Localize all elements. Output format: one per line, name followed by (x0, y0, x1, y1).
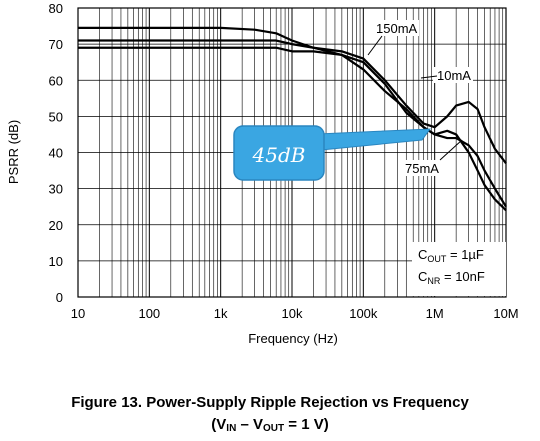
x-tick-label: 100k (349, 306, 378, 321)
cnr-label: CNR = 10nF (418, 269, 485, 286)
figure-caption-title: Figure 13. Power-Supply Ripple Rejection… (71, 394, 469, 411)
y-tick-label: 80 (49, 1, 63, 16)
label-10ma-text: 10mA (437, 68, 471, 83)
callout-45db: 45dB (233, 125, 432, 181)
x-tick-label: 10 (71, 306, 85, 321)
label-150ma: 150mA (367, 20, 419, 56)
tick-labels: 10 100 1k 10k 100k 1M 10M 0 10 20 30 40 50 60 70 80 (49, 1, 519, 321)
y-tick-label: 50 (49, 109, 63, 124)
y-axis-label: PSRR (dB) (6, 120, 21, 184)
x-tick-label: 100 (138, 306, 160, 321)
y-tick-label: 10 (49, 254, 63, 269)
label-75ma: 75mA (402, 139, 463, 176)
y-tick-label: 20 (49, 218, 63, 233)
psrr-chart: 10 100 1k 10k 100k 1M 10M 0 10 20 30 40 50 60 70 80 Fre… (6, 1, 519, 346)
cout-label: COUT = 1µF (418, 247, 484, 264)
x-tick-label: 1k (214, 306, 228, 321)
x-tick-label: 10k (282, 306, 303, 321)
series-line (78, 46, 507, 208)
series-line (78, 26, 507, 212)
chart-axes (77, 7, 507, 298)
chart-series (78, 26, 507, 212)
series-line (78, 39, 507, 165)
x-axis-label: Frequency (Hz) (248, 331, 338, 346)
callout-45db-text: 45dB (252, 143, 306, 167)
label-10ma: 10mA (420, 67, 473, 83)
y-tick-label: 70 (49, 37, 63, 52)
label-75ma-text: 75mA (405, 161, 439, 176)
figure-caption-condition: (VIN – VOUT = 1 V) (211, 416, 329, 434)
x-tick-label: 10M (493, 306, 518, 321)
capacitor-legend: COUT = 1µF CNR = 10nF (412, 242, 506, 296)
y-tick-label: 30 (49, 182, 63, 197)
y-tick-label: 60 (49, 73, 63, 88)
y-tick-label: 0 (56, 290, 63, 305)
label-150ma-text: 150mA (376, 21, 418, 36)
y-tick-label: 40 (49, 146, 63, 161)
plot-frame (77, 7, 507, 298)
x-tick-label: 1M (426, 306, 444, 321)
